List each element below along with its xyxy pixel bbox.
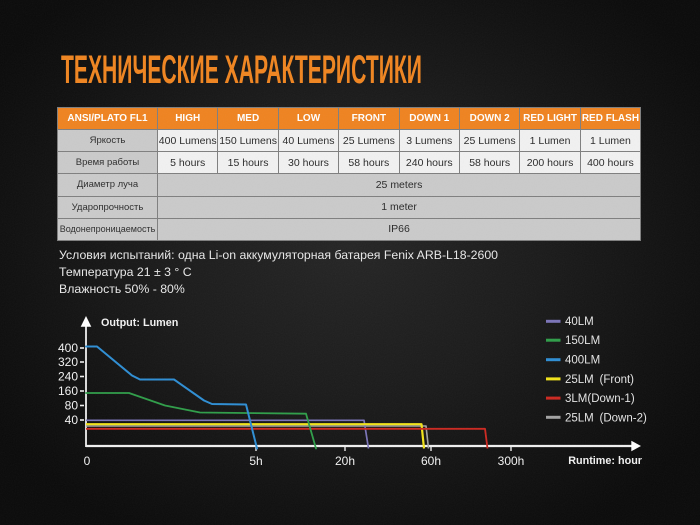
svg-text:40: 40 (65, 413, 79, 427)
svg-text:60h: 60h (421, 454, 441, 468)
svg-text:25LM (Front): 25LM (Front) (565, 374, 634, 386)
svg-text:40LM: 40LM (565, 316, 594, 328)
svg-text:400: 400 (58, 341, 78, 355)
svg-text:20h: 20h (335, 454, 355, 468)
svg-text:300h: 300h (498, 454, 525, 468)
svg-text:Output: Lumen: Output: Lumen (101, 317, 178, 329)
svg-text:Runtime: hour: Runtime: hour (568, 455, 643, 467)
svg-text:160: 160 (58, 384, 78, 398)
svg-text:80: 80 (65, 399, 79, 413)
svg-text:240: 240 (58, 370, 78, 384)
svg-text:0: 0 (84, 454, 91, 468)
svg-text:320: 320 (58, 355, 78, 369)
svg-text:3LM(Down-1): 3LM(Down-1) (565, 393, 635, 405)
svg-text:400LM: 400LM (565, 355, 600, 367)
svg-text:25LM (Down-2): 25LM (Down-2) (565, 413, 647, 425)
svg-text:150LM: 150LM (565, 335, 600, 347)
svg-text:5h: 5h (249, 454, 262, 468)
